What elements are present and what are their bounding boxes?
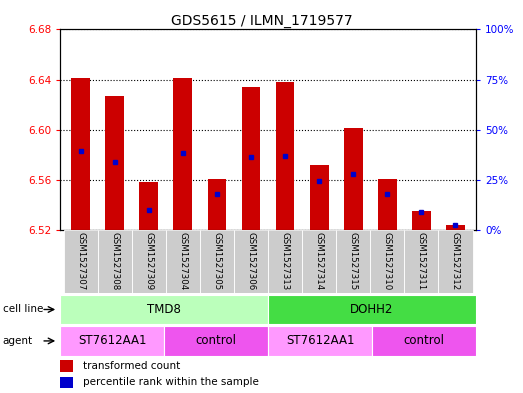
- Bar: [372, 326, 476, 356]
- Bar: [98, 230, 132, 293]
- Bar: [336, 230, 370, 293]
- Text: GSM1527314: GSM1527314: [315, 232, 324, 290]
- Text: TMD8: TMD8: [147, 303, 181, 316]
- Bar: [242, 87, 260, 230]
- Bar: [344, 129, 362, 230]
- Bar: [208, 178, 226, 230]
- Bar: [164, 326, 268, 356]
- Text: GSM1527315: GSM1527315: [349, 232, 358, 290]
- Text: percentile rank within the sample: percentile rank within the sample: [83, 377, 259, 387]
- Bar: [166, 230, 200, 293]
- Bar: [268, 295, 476, 324]
- Bar: [60, 326, 164, 356]
- Bar: [132, 230, 166, 293]
- Bar: [234, 230, 268, 293]
- Bar: [105, 96, 124, 230]
- Bar: [302, 230, 336, 293]
- Bar: [60, 360, 73, 372]
- Bar: [174, 78, 192, 230]
- Text: GSM1527305: GSM1527305: [212, 232, 221, 290]
- Bar: [200, 230, 234, 293]
- Bar: [446, 225, 465, 230]
- Text: GSM1527307: GSM1527307: [76, 232, 85, 290]
- Bar: [378, 178, 396, 230]
- Text: ST7612AA1: ST7612AA1: [78, 334, 146, 347]
- Text: GSM1527310: GSM1527310: [383, 232, 392, 290]
- Text: control: control: [196, 334, 236, 347]
- Text: GSM1527313: GSM1527313: [280, 232, 290, 290]
- Text: control: control: [403, 334, 445, 347]
- Bar: [140, 182, 158, 230]
- Text: ST7612AA1: ST7612AA1: [286, 334, 354, 347]
- Bar: [268, 230, 302, 293]
- Text: GSM1527311: GSM1527311: [417, 232, 426, 290]
- Text: GDS5615 / ILMN_1719577: GDS5615 / ILMN_1719577: [170, 14, 353, 28]
- Text: GSM1527309: GSM1527309: [144, 232, 153, 290]
- Bar: [310, 165, 328, 230]
- Text: GSM1527308: GSM1527308: [110, 232, 119, 290]
- Bar: [64, 230, 98, 293]
- Text: agent: agent: [3, 336, 33, 346]
- Bar: [71, 78, 90, 230]
- Bar: [412, 211, 431, 230]
- Text: cell line: cell line: [3, 305, 43, 314]
- Text: DOHH2: DOHH2: [350, 303, 394, 316]
- Bar: [60, 376, 73, 388]
- Bar: [60, 295, 268, 324]
- Bar: [438, 230, 472, 293]
- Text: GSM1527306: GSM1527306: [246, 232, 256, 290]
- Text: GSM1527312: GSM1527312: [451, 232, 460, 290]
- Text: GSM1527304: GSM1527304: [178, 232, 187, 290]
- Text: transformed count: transformed count: [83, 361, 180, 371]
- Bar: [276, 82, 294, 230]
- Bar: [404, 230, 438, 293]
- Bar: [370, 230, 404, 293]
- Bar: [268, 326, 372, 356]
